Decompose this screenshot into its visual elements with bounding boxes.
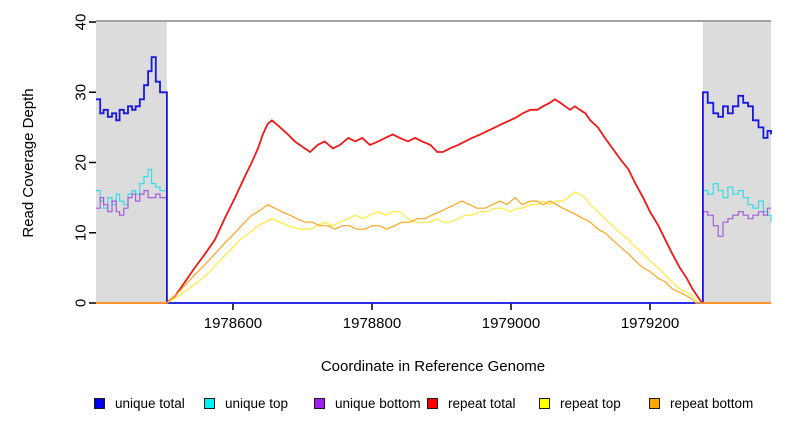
y-tick-label: 40 <box>73 14 90 31</box>
plot-frame <box>96 20 771 304</box>
legend-item-unique-bottom: unique bottom <box>314 396 421 411</box>
legend-swatch-unique-total <box>94 398 105 409</box>
series-line-repeat-total <box>96 98 771 304</box>
y-tick-label: 20 <box>73 154 90 171</box>
legend-label-unique-top: unique top <box>225 396 289 411</box>
coverage-chart: 0 10 20 30 40 1978600 1978800 1979000 1979200 Re… <box>20 14 772 375</box>
y-axis-title: Read Coverage Depth <box>20 88 37 237</box>
x-tick-label: 1979000 <box>482 315 540 332</box>
y-tick-label: 0 <box>73 299 90 307</box>
legend-item-repeat-top: repeat top <box>539 396 621 411</box>
legend-item-unique-total: unique total <box>94 396 185 411</box>
legend-label-unique-bottom: unique bottom <box>335 396 421 411</box>
legend-item-unique-top: unique top <box>204 396 288 411</box>
legend-item-repeat-total: repeat total <box>427 396 516 411</box>
legend: unique total unique top unique bottom re… <box>0 396 792 416</box>
legend-swatch-unique-top <box>204 398 215 409</box>
x-tick-label: 1979200 <box>621 315 679 332</box>
legend-swatch-repeat-bottom <box>649 398 660 409</box>
shaded-bands <box>96 22 771 303</box>
legend-swatch-repeat-top <box>539 398 550 409</box>
shaded-region <box>702 22 771 303</box>
series-line-repeat-top <box>96 191 771 304</box>
y-tick-label: 10 <box>73 224 90 241</box>
series-line-unique-top <box>96 168 772 304</box>
x-tick-label: 1978800 <box>343 315 401 332</box>
series-line-unique-total <box>96 56 772 304</box>
series-line-unique-bottom <box>96 190 771 304</box>
x-tick-label: 1978600 <box>204 315 262 332</box>
legend-swatch-unique-bottom <box>314 398 325 409</box>
legend-label-repeat-total: repeat total <box>448 396 516 411</box>
legend-swatch-repeat-total <box>427 398 438 409</box>
x-axis-title: Coordinate in Reference Genome <box>321 358 545 375</box>
series-lines <box>96 56 772 304</box>
series-line-repeat-bottom <box>96 196 771 304</box>
axes: 0 10 20 30 40 1978600 1978800 1979000 1979200 <box>73 14 680 332</box>
y-tick-label: 30 <box>73 84 90 101</box>
legend-label-unique-total: unique total <box>115 396 185 411</box>
legend-label-repeat-bottom: repeat bottom <box>670 396 754 411</box>
legend-item-repeat-bottom: repeat bottom <box>649 396 753 411</box>
legend-label-repeat-top: repeat top <box>560 396 621 411</box>
